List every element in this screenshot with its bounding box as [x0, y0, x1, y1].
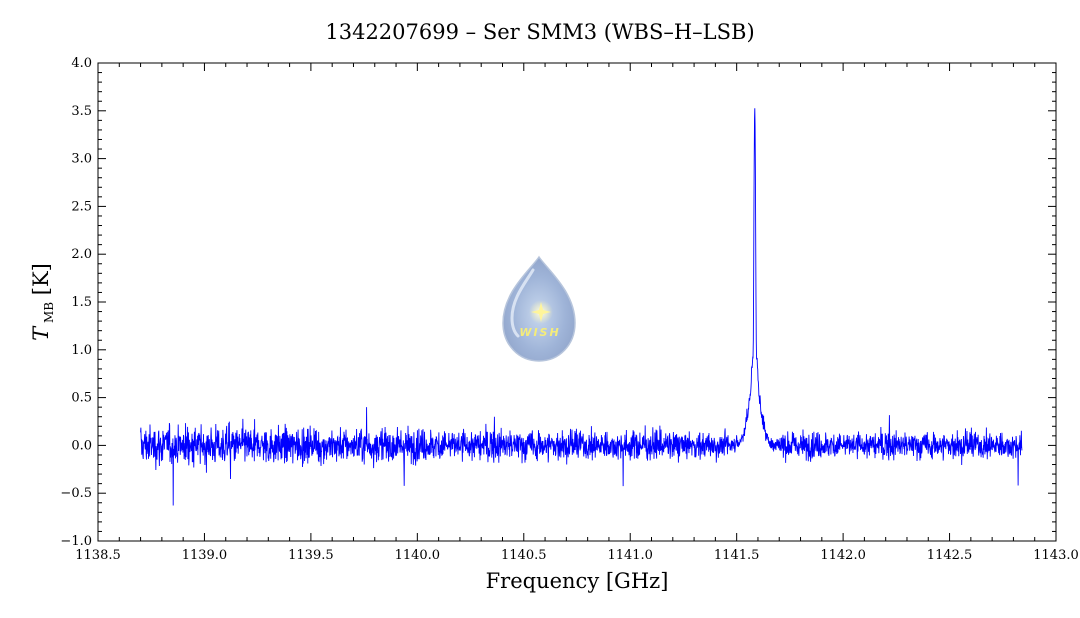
y-tick-label: 4.0 — [71, 56, 92, 71]
y-axis-label: T MB [K] — [29, 263, 56, 341]
x-tick-label: 1140.5 — [501, 548, 547, 563]
y-tick-label: −0.5 — [60, 486, 92, 501]
y-tick-label: 1.5 — [71, 295, 92, 310]
x-tick-label: 1140.0 — [395, 548, 441, 563]
x-tick-label: 1142.5 — [927, 548, 973, 563]
x-tick-label: 1142.0 — [820, 548, 866, 563]
x-tick-label: 1138.5 — [75, 548, 121, 563]
y-tick-label: 0.0 — [71, 438, 92, 453]
y-tick-label: 2.0 — [71, 247, 92, 262]
x-tick-label: 1141.0 — [607, 548, 653, 563]
x-tick-label: 1141.5 — [714, 548, 760, 563]
y-tick-label: 2.5 — [71, 199, 92, 214]
spectrum-series-line — [140, 108, 1023, 506]
chart-title: 1342207699 – Ser SMM3 (WBS–H–LSB) — [325, 20, 754, 44]
logo-text: WISH — [519, 326, 560, 339]
y-tick-label: 0.5 — [71, 391, 92, 406]
x-tick-label: 1139.0 — [182, 548, 228, 563]
y-tick-label: 3.5 — [71, 104, 92, 119]
y-tick-label: 3.0 — [71, 152, 92, 167]
x-tick-label: 1143.0 — [1033, 548, 1079, 563]
plot-area: 1138.5 1139.0 1139.5 1140.0 1140.5 1141.0 1141… — [29, 56, 1079, 593]
y-tick-label: −1.0 — [60, 534, 92, 549]
x-axis-label: Frequency [GHz] — [486, 569, 669, 593]
wish-drop-icon: WISH — [502, 255, 576, 362]
y-tick-label: 1.0 — [71, 343, 92, 358]
plot-frame — [97, 62, 1057, 542]
x-tick-label: 1139.5 — [288, 548, 334, 563]
